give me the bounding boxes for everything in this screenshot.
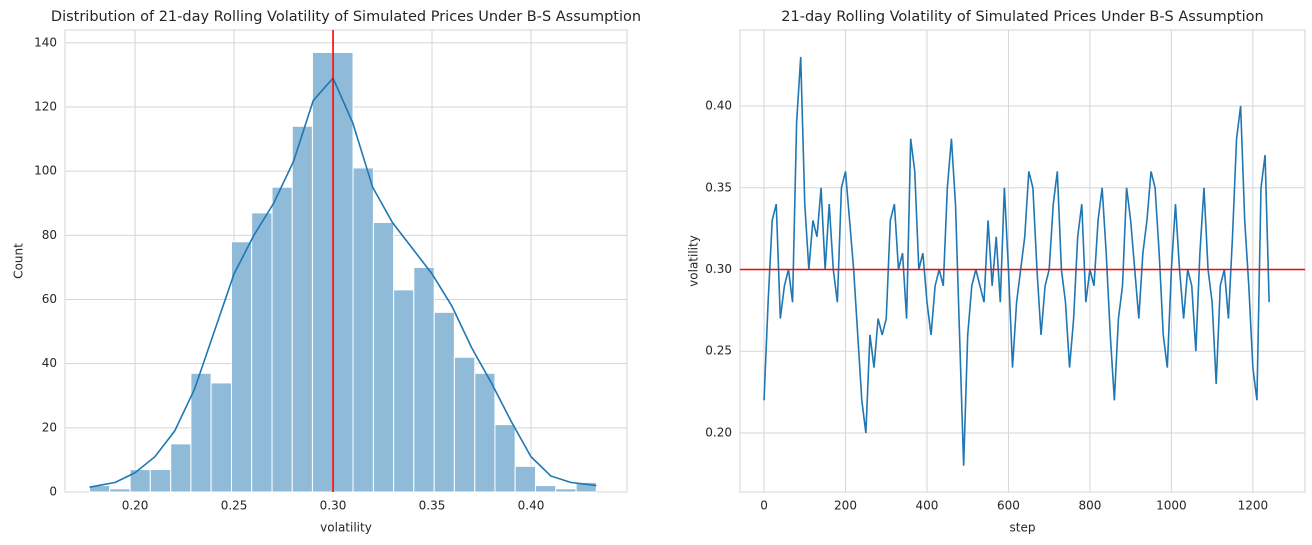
- bar: [230, 241, 253, 493]
- y-tick-label: 0.25: [705, 344, 732, 358]
- bar: [474, 372, 496, 493]
- chart-title: Distribution of 21-day Rolling Volatilit…: [51, 9, 641, 25]
- y-tick-label: 80: [42, 228, 57, 242]
- x-tick-label: 400: [916, 499, 939, 513]
- bar: [271, 186, 293, 493]
- series-line: [763, 56, 1270, 466]
- y-tick-label: 120: [34, 100, 57, 114]
- y-tick-label: 0: [49, 485, 57, 499]
- bar: [575, 481, 597, 493]
- bar: [109, 488, 131, 493]
- x-tick-label: 0: [760, 499, 768, 513]
- bar: [372, 222, 395, 493]
- x-tick-label: 1200: [1238, 499, 1269, 513]
- x-axis-label: step: [1010, 521, 1036, 535]
- y-tick-label: 140: [34, 35, 57, 49]
- x-tick-label: 0.40: [518, 499, 545, 513]
- bar: [393, 289, 415, 493]
- bar: [494, 424, 516, 493]
- bar: [413, 266, 435, 493]
- x-tick-label: 200: [834, 499, 857, 513]
- y-tick-label: 0.30: [705, 262, 732, 276]
- x-tick-label: 1000: [1156, 499, 1187, 513]
- y-tick-label: 0.35: [705, 180, 732, 194]
- y-tick-label: 0.20: [705, 425, 732, 439]
- bar: [291, 125, 313, 493]
- x-tick-label: 0.30: [320, 499, 347, 513]
- y-tick-label: 20: [42, 420, 57, 434]
- bar: [311, 51, 334, 493]
- y-tick-label: 0.40: [705, 99, 732, 113]
- bar: [514, 465, 537, 493]
- x-tick-label: 0.20: [122, 499, 149, 513]
- bar: [433, 311, 455, 493]
- y-tick-label: 60: [42, 292, 57, 306]
- y-axis-label: volatility: [687, 235, 701, 287]
- x-axis-label: volatility: [320, 521, 372, 535]
- chart-title: 21-day Rolling Volatility of Simulated P…: [781, 9, 1263, 25]
- x-tick-label: 800: [1078, 499, 1101, 513]
- bar: [453, 356, 476, 493]
- bar: [251, 212, 273, 493]
- y-tick-label: 100: [34, 164, 57, 178]
- y-tick-label: 40: [42, 356, 57, 370]
- bar: [555, 488, 577, 493]
- x-tick-label: 0.25: [221, 499, 248, 513]
- bar: [170, 443, 192, 493]
- bar: [149, 469, 172, 493]
- x-tick-label: 0.35: [419, 499, 446, 513]
- y-axis-label: Count: [12, 243, 26, 279]
- plot-frame: [739, 29, 1306, 493]
- bar: [210, 382, 232, 493]
- bar: [352, 167, 374, 493]
- kde-line: [89, 76, 597, 488]
- bar: [535, 485, 557, 493]
- x-tick-label: 600: [997, 499, 1020, 513]
